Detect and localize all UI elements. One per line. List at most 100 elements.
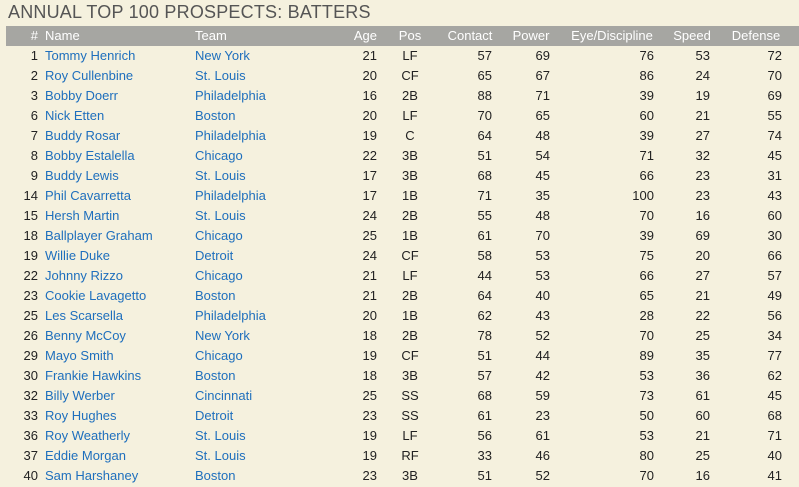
player-name-link[interactable]: Tommy Henrich: [45, 48, 136, 63]
column-header-defense[interactable]: Defense: [731, 28, 781, 43]
table-row: 19 Willie Duke Detroit 24 CF 58 53 75 20 66: [6, 246, 799, 266]
speed-cell: 53: [695, 48, 710, 63]
team-link[interactable]: St. Louis: [195, 168, 246, 183]
power-cell: 42: [535, 368, 550, 383]
team-link[interactable]: Chicago: [195, 268, 243, 283]
rank-cell: 36: [23, 428, 38, 443]
player-name-link[interactable]: Nick Etten: [45, 108, 105, 123]
player-name-link[interactable]: Willie Duke: [45, 248, 111, 263]
column-header-power[interactable]: Power: [512, 28, 550, 43]
position-cell: C: [405, 128, 415, 143]
defense-cell: 30: [767, 228, 782, 243]
player-name-link[interactable]: Benny McCoy: [45, 328, 126, 343]
contact-cell: 62: [477, 308, 492, 323]
team-link[interactable]: Detroit: [195, 408, 234, 423]
position-cell: 1B: [402, 228, 418, 243]
team-link[interactable]: New York: [195, 48, 250, 63]
defense-cell: 34: [767, 328, 782, 343]
column-header-contact[interactable]: Contact: [447, 28, 493, 43]
team-link[interactable]: St. Louis: [195, 208, 246, 223]
eye-discipline-cell: 70: [639, 328, 654, 343]
team-link[interactable]: Philadelphia: [195, 88, 266, 103]
contact-cell: 88: [477, 88, 492, 103]
team-link[interactable]: St. Louis: [195, 428, 246, 443]
team-link[interactable]: St. Louis: [195, 68, 246, 83]
player-name-link[interactable]: Frankie Hawkins: [45, 368, 142, 383]
column-header-rank[interactable]: #: [30, 28, 38, 43]
team-link[interactable]: Chicago: [195, 228, 243, 243]
contact-cell: 51: [477, 468, 492, 483]
table-row: 9 Buddy Lewis St. Louis 17 3B 68 45 66 23 31: [6, 166, 799, 186]
defense-cell: 72: [767, 48, 782, 63]
team-link[interactable]: St. Louis: [195, 448, 246, 463]
position-cell: 2B: [402, 288, 418, 303]
player-name-link[interactable]: Eddie Morgan: [45, 448, 126, 463]
rank-cell: 9: [30, 168, 38, 183]
player-name-link[interactable]: Roy Hughes: [45, 408, 117, 423]
team-link[interactable]: New York: [195, 328, 250, 343]
team-link[interactable]: Detroit: [195, 248, 234, 263]
team-link[interactable]: Cincinnati: [195, 388, 253, 403]
power-cell: 46: [535, 448, 550, 463]
rank-cell: 30: [23, 368, 38, 383]
contact-cell: 55: [477, 208, 492, 223]
column-header-age[interactable]: Age: [353, 28, 377, 43]
position-cell: SS: [401, 408, 419, 423]
player-name-link[interactable]: Buddy Rosar: [45, 128, 121, 143]
team-link[interactable]: Philadelphia: [195, 308, 266, 323]
player-name-link[interactable]: Ballplayer Graham: [45, 228, 153, 243]
table-row: 26 Benny McCoy New York 18 2B 78 52 70 25 34: [6, 326, 799, 346]
team-link[interactable]: Chicago: [195, 348, 243, 363]
table-row: 7 Buddy Rosar Philadelphia 19 C 64 48 39 27 74: [6, 126, 799, 146]
rank-cell: 18: [23, 228, 38, 243]
player-name-link[interactable]: Phil Cavarretta: [45, 188, 131, 203]
table-row: 18 Ballplayer Graham Chicago 25 1B 61 70 39 69 30: [6, 226, 799, 246]
player-name-link[interactable]: Les Scarsella: [45, 308, 124, 323]
player-name-link[interactable]: Bobby Doerr: [45, 88, 118, 103]
team-link[interactable]: Philadelphia: [195, 188, 266, 203]
rank-cell: 33: [23, 408, 38, 423]
position-cell: CF: [401, 248, 419, 263]
column-header-name[interactable]: Name: [45, 28, 80, 43]
player-name-link[interactable]: Roy Weatherly: [45, 428, 131, 443]
contact-cell: 64: [477, 288, 492, 303]
power-cell: 52: [535, 328, 550, 343]
player-name-link[interactable]: Billy Werber: [45, 388, 115, 403]
table-row: 29 Mayo Smith Chicago 19 CF 51 44 89 35 77: [6, 346, 799, 366]
player-name-link[interactable]: Buddy Lewis: [45, 168, 119, 183]
table-row: 40 Sam Harshaney Boston 23 3B 51 52 70 16 41: [6, 466, 799, 486]
table-row: 23 Cookie Lavagetto Boston 21 2B 64 40 65 21 49: [6, 286, 799, 306]
table-row: 37 Eddie Morgan St. Louis 19 RF 33 46 80 25 40: [6, 446, 799, 466]
team-link[interactable]: Boston: [195, 468, 236, 483]
contact-cell: 78: [477, 328, 492, 343]
defense-cell: 70: [767, 68, 782, 83]
team-link[interactable]: Philadelphia: [195, 128, 266, 143]
age-cell: 17: [362, 188, 377, 203]
team-link[interactable]: Chicago: [195, 148, 243, 163]
power-cell: 53: [535, 268, 550, 283]
player-name-link[interactable]: Bobby Estalella: [45, 148, 135, 163]
player-name-link[interactable]: Sam Harshaney: [45, 468, 139, 483]
column-header-eye-discipline[interactable]: Eye/Discipline: [571, 28, 653, 43]
team-link[interactable]: Boston: [195, 368, 236, 383]
column-header-speed[interactable]: Speed: [673, 28, 711, 43]
table-row: 3 Bobby Doerr Philadelphia 16 2B 88 71 39 19 69: [6, 86, 799, 106]
player-name-link[interactable]: Johnny Rizzo: [45, 268, 124, 283]
team-link[interactable]: Boston: [195, 108, 236, 123]
column-header-team[interactable]: Team: [195, 28, 227, 43]
position-cell: LF: [402, 268, 418, 283]
speed-cell: 36: [695, 368, 710, 383]
eye-discipline-cell: 66: [639, 168, 654, 183]
position-cell: RF: [401, 448, 419, 463]
rank-cell: 1: [30, 48, 38, 63]
player-name-link[interactable]: Mayo Smith: [45, 348, 114, 363]
contact-cell: 68: [477, 168, 492, 183]
player-name-link[interactable]: Hersh Martin: [45, 208, 120, 223]
player-name-link[interactable]: Roy Cullenbine: [45, 68, 134, 83]
eye-discipline-cell: 66: [639, 268, 654, 283]
defense-cell: 45: [767, 148, 782, 163]
column-header-pos[interactable]: Pos: [398, 28, 422, 43]
player-name-link[interactable]: Cookie Lavagetto: [45, 288, 147, 303]
team-link[interactable]: Boston: [195, 288, 236, 303]
power-cell: 40: [535, 288, 550, 303]
